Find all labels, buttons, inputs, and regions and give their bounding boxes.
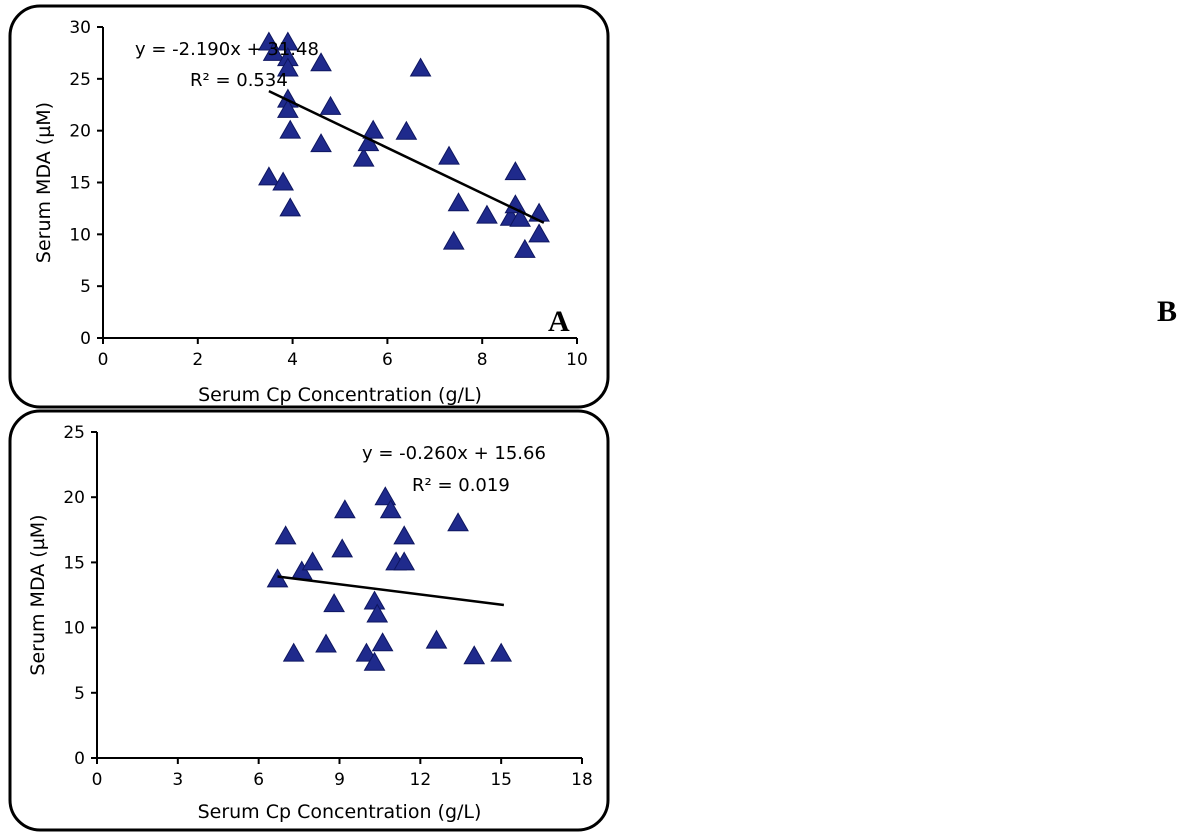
data-point bbox=[274, 525, 297, 545]
y-axis-label: Serum MDA (µM) bbox=[27, 514, 49, 675]
data-point bbox=[310, 133, 332, 153]
y-tick-label: 10 bbox=[69, 225, 91, 245]
trendline-r2: R² = 0.534 bbox=[190, 70, 288, 91]
data-point bbox=[282, 642, 305, 662]
x-axis-label: Serum Cp Concentration (g/L) bbox=[198, 801, 482, 823]
x-tick-label: 0 bbox=[98, 350, 109, 370]
y-tick-label: 15 bbox=[63, 553, 85, 573]
data-point bbox=[310, 52, 332, 72]
data-point bbox=[315, 633, 337, 653]
x-tick-label: 3 bbox=[172, 770, 183, 790]
y-tick-label: 5 bbox=[80, 277, 91, 297]
x-tick-label: 6 bbox=[382, 350, 393, 370]
data-point bbox=[504, 161, 527, 181]
y-tick-label: 0 bbox=[80, 329, 91, 349]
data-point bbox=[379, 499, 402, 519]
data-point bbox=[513, 238, 536, 258]
data-point bbox=[355, 642, 378, 662]
y-tick-label: 10 bbox=[63, 619, 85, 639]
data-point bbox=[323, 593, 345, 613]
x-tick-label: 10 bbox=[566, 350, 588, 370]
y-tick-label: 30 bbox=[69, 18, 91, 38]
y-tick-label: 5 bbox=[74, 684, 85, 704]
chart-b: 0 5 10 15 20 25 0 3 6 9 12 15 18 Serum Cp Concentrati… bbox=[8, 409, 610, 832]
data-point bbox=[371, 632, 394, 652]
y-tick-label: 0 bbox=[74, 749, 85, 769]
x-tick-label: 18 bbox=[571, 770, 593, 790]
chart-a: 0 5 10 15 20 25 30 0 2 4 6 8 10 Serum Cp Concentratio… bbox=[8, 4, 610, 409]
data-point bbox=[363, 651, 386, 671]
data-point bbox=[331, 538, 354, 558]
data-point bbox=[319, 95, 342, 115]
data-point bbox=[447, 512, 469, 532]
trendline bbox=[268, 89, 545, 224]
data-point bbox=[362, 119, 385, 139]
x-tick-label: 4 bbox=[287, 350, 298, 370]
data-point bbox=[425, 629, 448, 649]
data-point bbox=[258, 166, 280, 186]
chart-frame bbox=[8, 4, 610, 409]
data-point bbox=[279, 197, 302, 217]
data-point bbox=[366, 603, 389, 623]
data-point bbox=[363, 590, 386, 610]
data-point bbox=[276, 98, 299, 118]
x-tick-label: 6 bbox=[253, 770, 264, 790]
y-tick-label: 20 bbox=[69, 122, 91, 142]
y-tick-label: 25 bbox=[63, 423, 85, 443]
data-point bbox=[463, 645, 486, 665]
x-axis-label: Serum Cp Concentration (g/L) bbox=[198, 384, 482, 406]
y-tick-label: 20 bbox=[63, 488, 85, 508]
data-point bbox=[442, 230, 465, 250]
data-point bbox=[528, 223, 550, 243]
data-point bbox=[262, 41, 285, 61]
data-point bbox=[272, 171, 294, 191]
trendline-equation: y = -2.190x + 31.48 bbox=[135, 39, 319, 60]
data-point bbox=[438, 145, 460, 165]
chart-frame bbox=[8, 409, 610, 832]
trendline-r2: R² = 0.019 bbox=[412, 475, 510, 496]
data-point bbox=[276, 57, 299, 77]
data-point bbox=[476, 204, 498, 224]
panel-letter-a: A bbox=[548, 305, 570, 338]
x-tick-label: 9 bbox=[334, 770, 345, 790]
data-point bbox=[409, 57, 432, 77]
data-point bbox=[395, 120, 418, 140]
x-tick-label: 15 bbox=[490, 770, 512, 790]
data-point bbox=[447, 192, 470, 212]
data-point bbox=[490, 642, 513, 662]
y-axis-label: Serum MDA (µM) bbox=[33, 102, 55, 263]
data-point bbox=[279, 119, 302, 139]
x-tick-label: 8 bbox=[477, 350, 488, 370]
x-tick-label: 12 bbox=[410, 770, 432, 790]
y-tick-label: 15 bbox=[69, 174, 91, 194]
y-tick-label: 25 bbox=[69, 70, 91, 90]
panel-letter-b: B bbox=[1157, 295, 1178, 328]
x-tick-label: 0 bbox=[92, 770, 103, 790]
data-point bbox=[393, 551, 416, 571]
x-tick-label: 2 bbox=[192, 350, 203, 370]
data-point bbox=[352, 147, 375, 167]
data-point bbox=[334, 499, 356, 519]
trendline-equation: y = -0.260x + 15.66 bbox=[362, 443, 546, 464]
trendline bbox=[277, 575, 505, 607]
data-point bbox=[393, 525, 416, 545]
data-point bbox=[301, 551, 324, 571]
data-point bbox=[509, 207, 531, 227]
